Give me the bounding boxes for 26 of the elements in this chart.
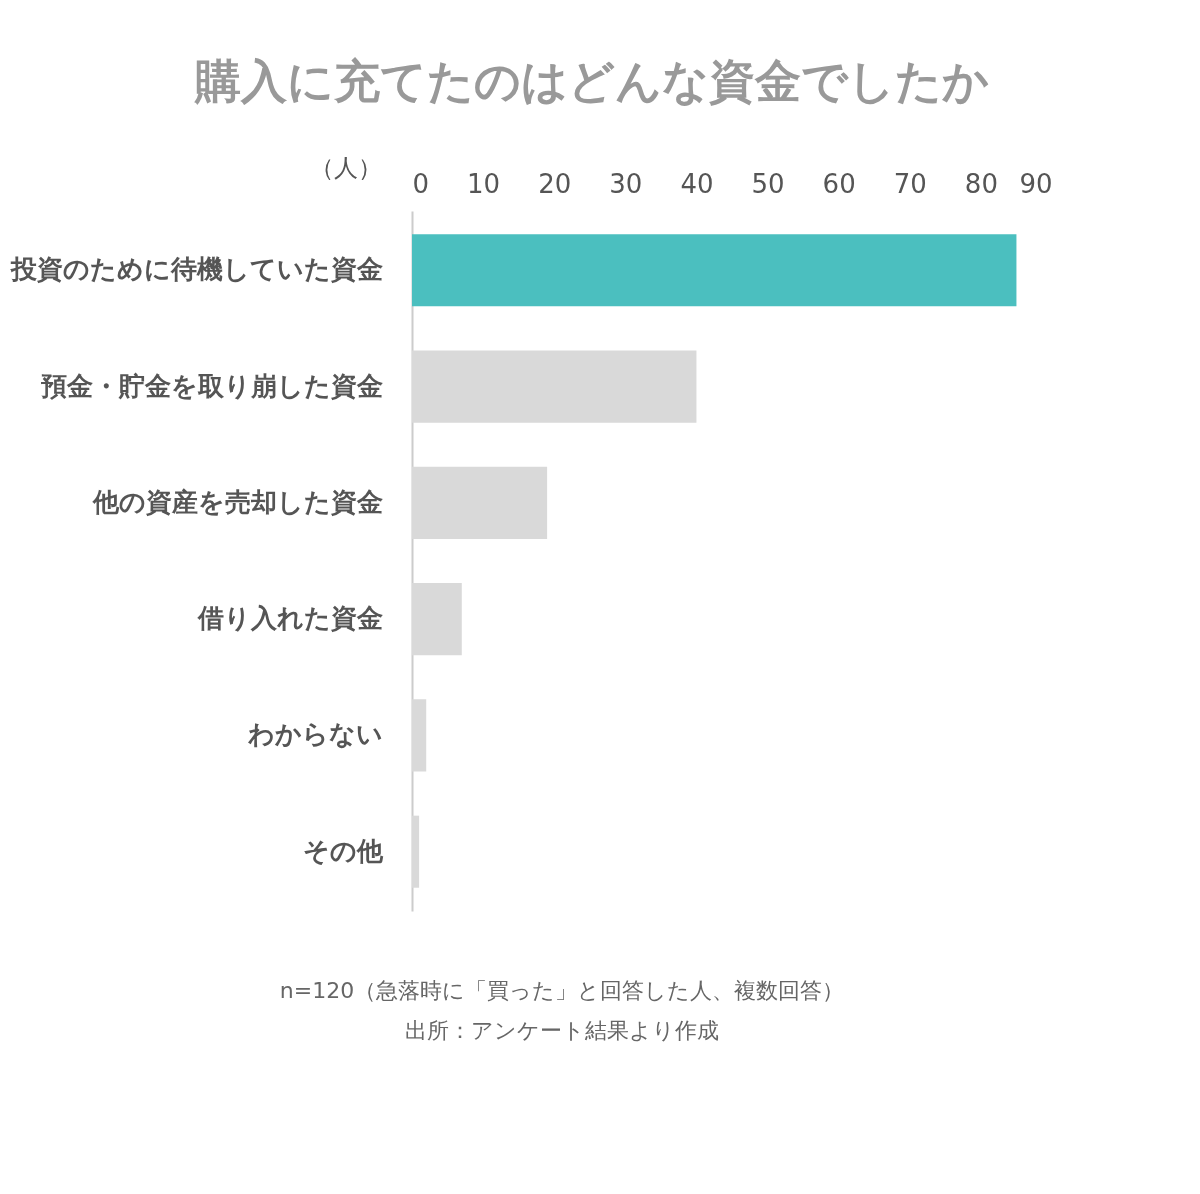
y-tick-label: 預金・貯金を取り崩した資金 xyxy=(39,370,383,401)
x-tick-label: 50 xyxy=(751,168,785,199)
x-tick-label: 30 xyxy=(609,168,643,199)
bar xyxy=(412,234,1017,307)
bar xyxy=(412,815,420,888)
y-tick-label: その他 xyxy=(302,835,384,866)
x-tick-label: 10 xyxy=(467,168,501,199)
text: n=120（急落時に「買った」と回答した人、複数回答） xyxy=(279,978,845,1003)
x-tick-label: 70 xyxy=(893,168,927,199)
bar xyxy=(412,466,548,539)
y-tick-label: 他の資産を売却した資金 xyxy=(91,486,383,517)
chart-title: 購入に充てたのはどんな資金でしたか xyxy=(194,54,989,108)
bar xyxy=(412,699,427,772)
x-tick-label: 0 xyxy=(412,168,430,199)
x-tick-label: 60 xyxy=(822,168,856,199)
y-tick-label: 借り入れた資金 xyxy=(196,603,383,634)
text: 出所：アンケート結果より作成 xyxy=(405,1018,719,1043)
y-tick-label: わからない xyxy=(246,719,383,750)
bar xyxy=(412,583,462,656)
x-tick-label: 90 xyxy=(1019,168,1053,199)
x-tick-label: 20 xyxy=(538,168,572,199)
y-tick-label: 投資のために待機していた資金 xyxy=(9,254,383,285)
x-tick-label: 80 xyxy=(964,168,998,199)
x-axis-title: （人） xyxy=(310,154,382,182)
x-tick-label: 40 xyxy=(680,168,714,199)
bar xyxy=(412,350,697,423)
